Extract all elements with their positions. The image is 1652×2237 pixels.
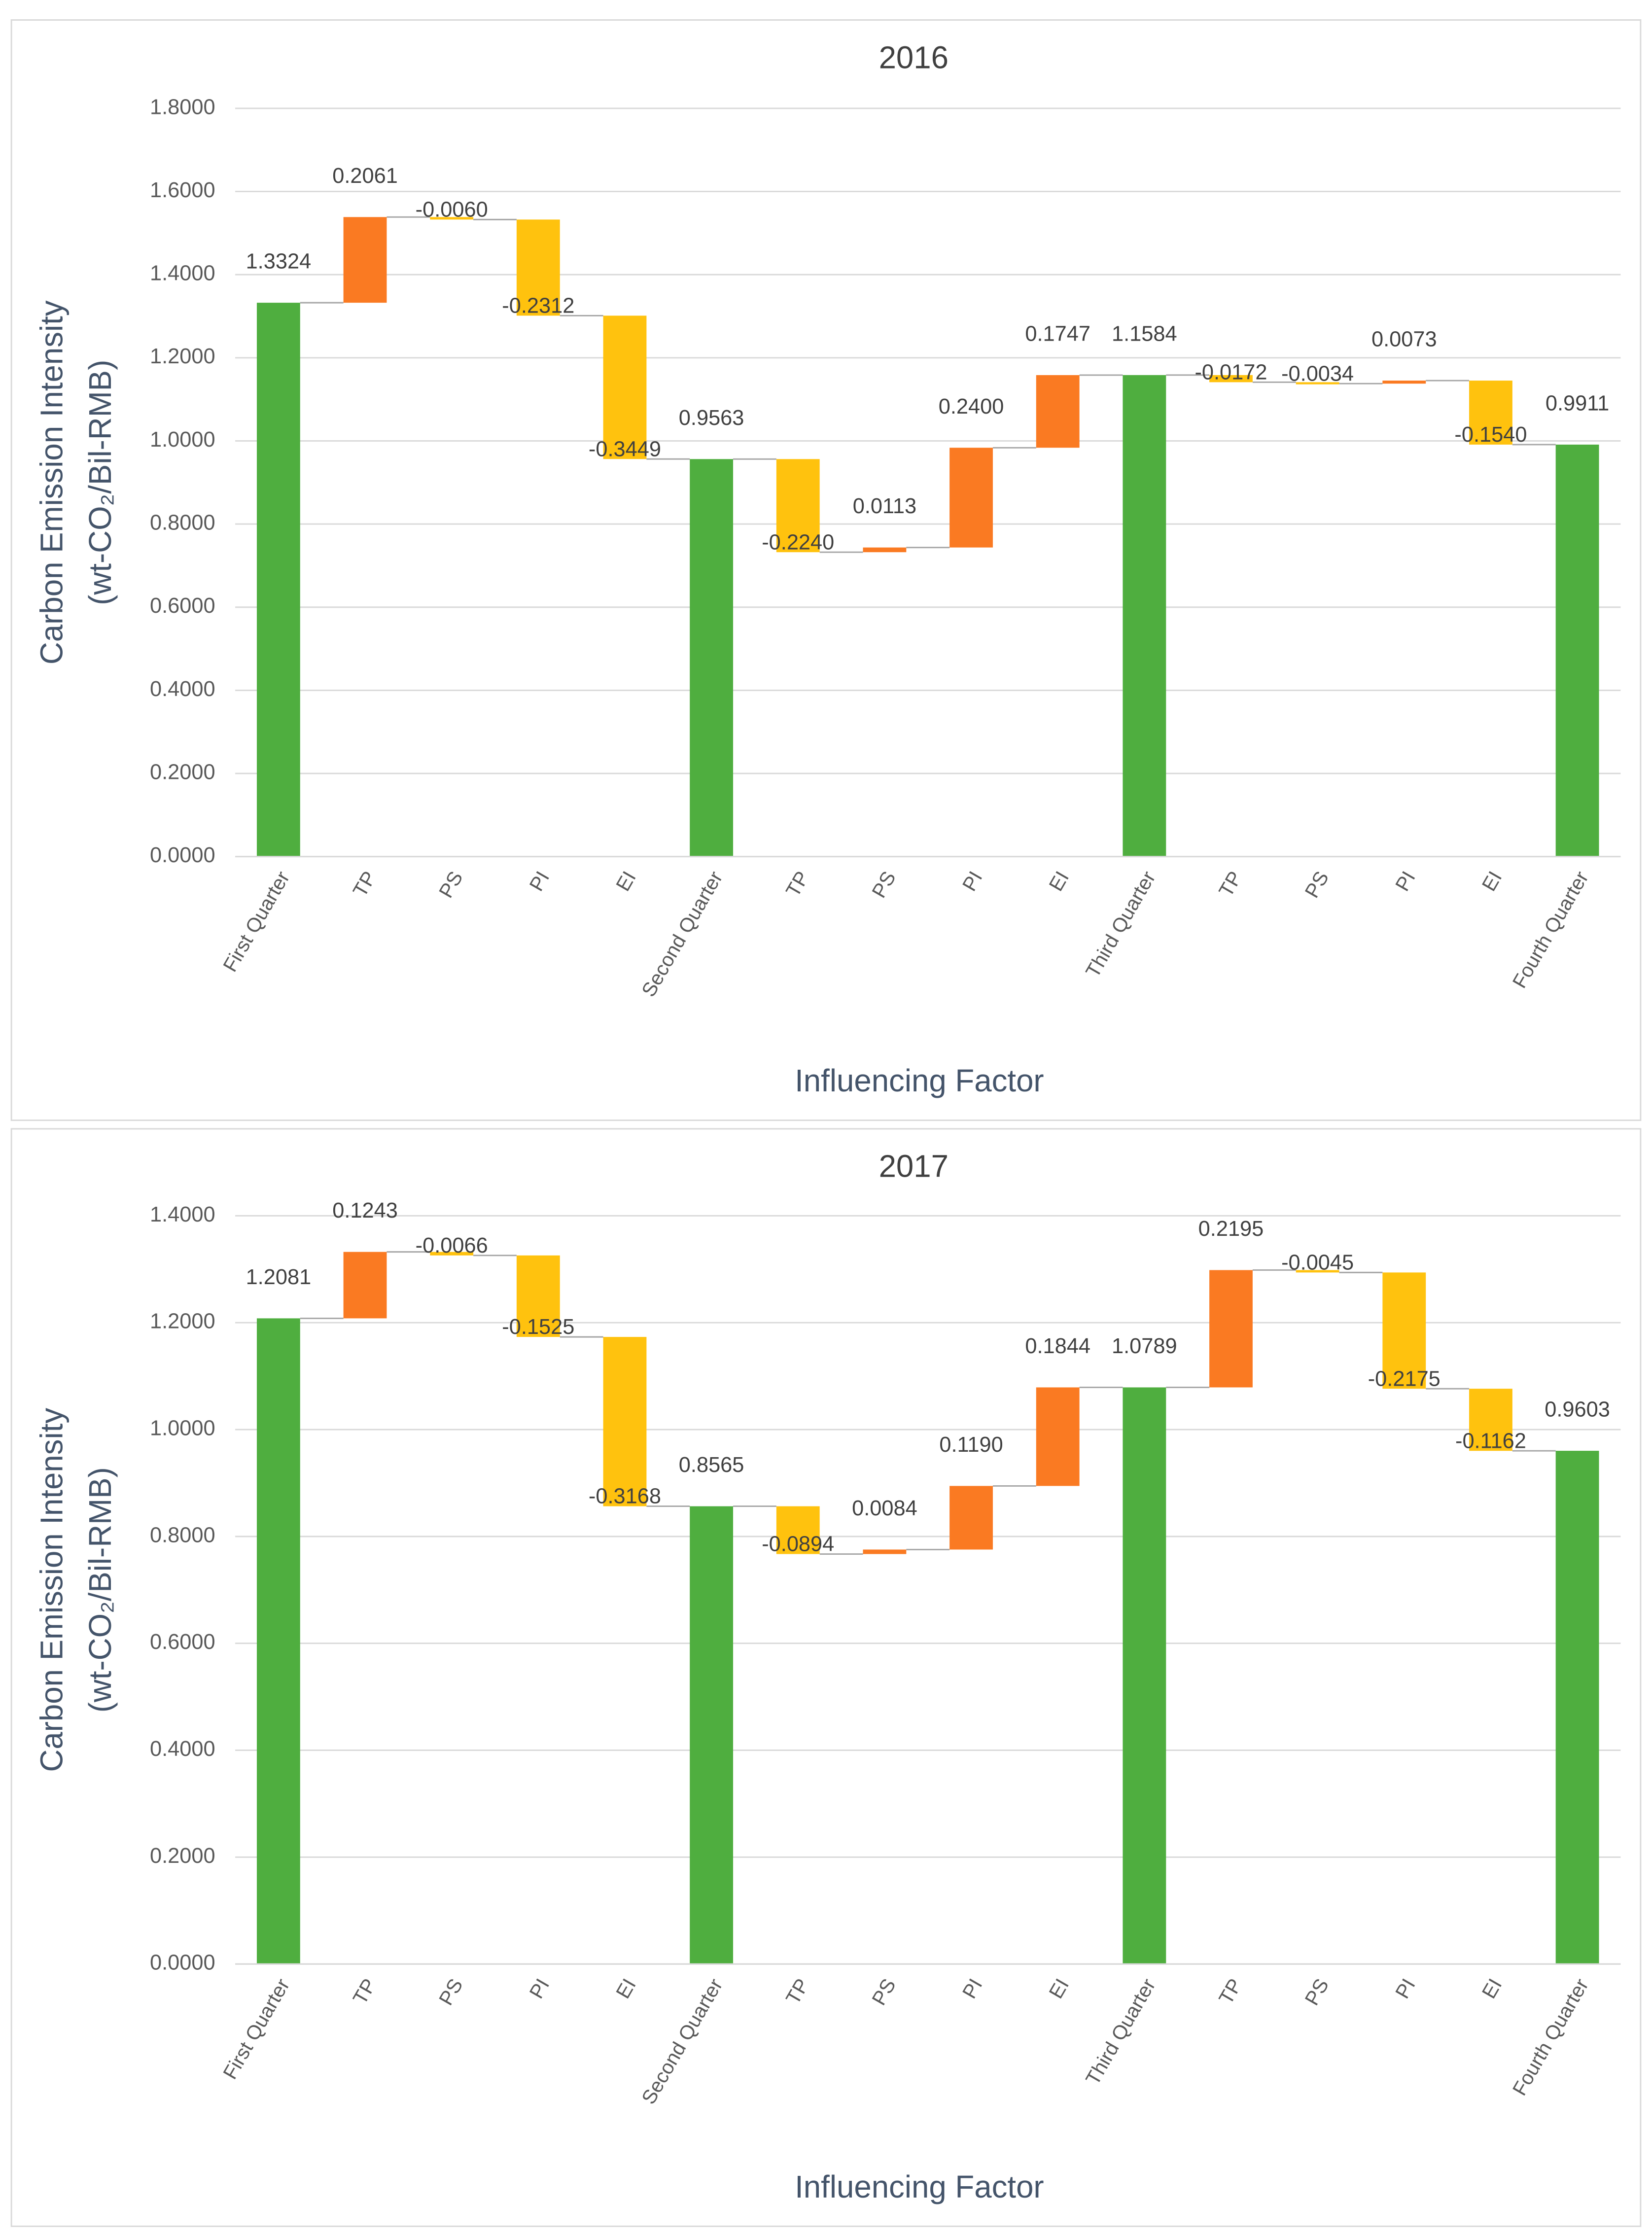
data-label: -0.2175	[1368, 1367, 1441, 1391]
data-label: -0.1525	[502, 1315, 574, 1339]
panel-frame	[10, 19, 1642, 1121]
data-label: 1.1584	[1112, 322, 1177, 346]
bar	[949, 1486, 993, 1550]
bar	[430, 1252, 474, 1256]
data-label: 0.0084	[852, 1497, 917, 1520]
data-label: 1.2081	[246, 1265, 312, 1289]
bar	[1382, 1272, 1426, 1389]
bar	[516, 1255, 560, 1337]
data-label: 0.2400	[939, 395, 1004, 419]
bar	[256, 1318, 300, 1964]
bar	[343, 217, 387, 303]
y-tick-label: 1.6000	[150, 178, 215, 202]
y-tick-label: 0.8000	[150, 511, 215, 535]
y-tick-label: 0.4000	[150, 677, 215, 701]
y-tick-label: 0.2000	[150, 1844, 215, 1868]
bar	[863, 1549, 907, 1554]
bar	[1036, 375, 1080, 448]
bar	[343, 1252, 387, 1319]
data-label: 0.1844	[1025, 1334, 1090, 1358]
data-label: 0.1243	[332, 1199, 398, 1223]
x-axis-title: Influencing Factor	[795, 1063, 1044, 1098]
data-label: 0.8565	[679, 1453, 744, 1477]
bar	[1555, 1451, 1599, 1964]
data-label: -0.0894	[762, 1533, 834, 1556]
bar	[949, 448, 993, 548]
bar	[1209, 375, 1253, 383]
chart-title: 2016	[879, 40, 949, 75]
bar	[1123, 375, 1166, 857]
data-label: -0.0172	[1195, 360, 1267, 384]
bar	[516, 219, 560, 316]
bar	[690, 1506, 734, 1964]
data-label: -0.0034	[1281, 362, 1354, 385]
bar	[1296, 382, 1339, 384]
bar	[603, 1337, 647, 1506]
y-tick-label: 1.0000	[150, 428, 215, 452]
data-label: 1.0789	[1112, 1334, 1177, 1358]
bar	[776, 459, 820, 553]
bar	[1036, 1387, 1080, 1486]
bar	[1382, 381, 1426, 384]
y-axis-title: Carbon Emission Intensity	[35, 300, 70, 664]
bar	[1209, 1270, 1253, 1388]
data-label: 0.2195	[1198, 1217, 1264, 1241]
x-axis-title: Influencing Factor	[795, 2169, 1044, 2204]
y-tick-label: 0.0000	[150, 843, 215, 867]
data-label: -0.0045	[1281, 1251, 1354, 1274]
bar	[1123, 1387, 1166, 1964]
y-tick-label: 1.2000	[150, 345, 215, 368]
y-tick-label: 0.8000	[150, 1523, 215, 1547]
data-label: -0.2312	[502, 294, 574, 317]
bar	[776, 1506, 820, 1554]
y-tick-label: 1.8000	[150, 95, 215, 119]
data-label: 0.9563	[679, 406, 744, 430]
y-tick-label: 0.6000	[150, 1630, 215, 1654]
bar	[1469, 1389, 1512, 1451]
data-label: 1.3324	[246, 250, 312, 274]
y-axis-title: (wt-CO₂/Bil-RMB)	[83, 1467, 118, 1713]
data-label: -0.0060	[416, 198, 488, 221]
y-axis-title: (wt-CO₂/Bil-RMB)	[83, 360, 118, 605]
y-tick-label: 1.2000	[150, 1310, 215, 1333]
bar	[690, 459, 734, 857]
bar	[603, 315, 647, 459]
data-label: 0.9911	[1546, 391, 1609, 415]
y-tick-label: 1.4000	[150, 262, 215, 285]
data-label: 0.0073	[1371, 328, 1437, 351]
data-label: 0.1747	[1025, 322, 1090, 346]
data-label: -0.1540	[1454, 423, 1527, 447]
data-label: -0.3449	[589, 437, 661, 461]
data-label: 0.0113	[853, 494, 916, 518]
bar	[256, 303, 300, 857]
bar	[1296, 1270, 1339, 1273]
data-label: -0.3168	[589, 1485, 661, 1508]
y-tick-label: 0.6000	[150, 594, 215, 618]
bar	[1469, 381, 1512, 445]
data-label: -0.1162	[1455, 1429, 1526, 1453]
y-tick-label: 0.2000	[150, 761, 215, 784]
y-axis-title: Carbon Emission Intensity	[35, 1408, 70, 1772]
data-label: 0.9603	[1545, 1398, 1610, 1422]
y-tick-label: 1.4000	[150, 1203, 215, 1226]
bar	[863, 547, 907, 553]
y-tick-label: 1.0000	[150, 1416, 215, 1440]
data-label: -0.2240	[762, 530, 834, 554]
data-label: -0.0066	[416, 1234, 488, 1258]
y-tick-label: 0.0000	[150, 1951, 215, 1975]
data-label: 0.2061	[332, 164, 398, 188]
data-label: 0.1190	[939, 1433, 1003, 1457]
bar	[430, 217, 474, 220]
chart-title: 2017	[879, 1149, 949, 1184]
y-tick-label: 0.4000	[150, 1737, 215, 1761]
bar	[1555, 444, 1599, 857]
